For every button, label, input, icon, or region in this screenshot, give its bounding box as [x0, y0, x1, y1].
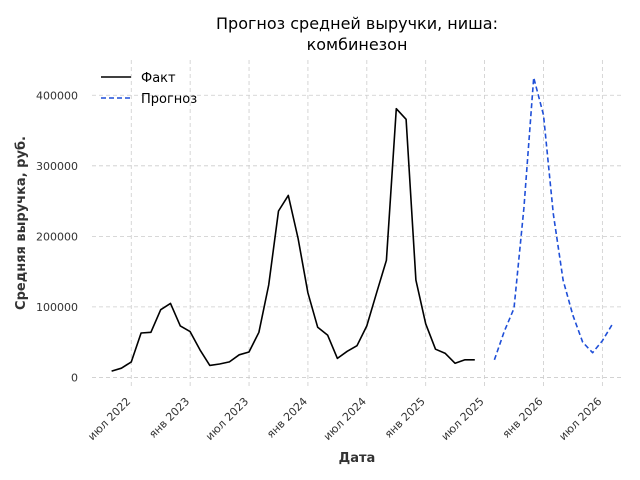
- x-tick-label: июл 2026: [556, 395, 604, 443]
- legend-label-forecast: Прогноз: [141, 92, 197, 107]
- x-tick-label: июл 2025: [439, 395, 487, 443]
- series-lines: [111, 76, 613, 372]
- x-tick-label: июл 2024: [321, 395, 369, 443]
- y-tick-label: 400000: [36, 89, 78, 102]
- y-axis-ticks: 0 100000 200000 300000 400000: [36, 89, 78, 384]
- y-axis-label: Средняя выручка, руб.: [14, 136, 29, 310]
- x-axis-ticks: июл 2022 янв 2023 июл 2023 янв 2024 июл 2024…: [85, 395, 604, 443]
- grid: [92, 60, 622, 388]
- series-line-fact: [111, 107, 475, 372]
- y-tick-label: 200000: [36, 230, 78, 243]
- x-tick-label: июл 2023: [203, 395, 251, 443]
- y-tick-label: 0: [71, 371, 78, 384]
- x-tick-label: янв 2023: [146, 395, 192, 441]
- x-tick-label: янв 2025: [382, 395, 428, 441]
- series-line-forecast: [493, 76, 613, 361]
- legend: Факт Прогноз: [101, 71, 197, 107]
- chart-title-line-1: Прогноз средней выручки, ниша:: [216, 14, 498, 33]
- x-tick-label: янв 2026: [500, 395, 546, 441]
- x-tick-label: июл 2022: [85, 395, 133, 443]
- y-tick-label: 300000: [36, 160, 78, 173]
- chart-title-line-2: комбинезон: [307, 35, 408, 54]
- legend-label-fact: Факт: [141, 71, 176, 86]
- x-axis-label: Дата: [339, 451, 376, 466]
- x-tick-label: янв 2024: [264, 395, 310, 441]
- y-tick-label: 100000: [36, 301, 78, 314]
